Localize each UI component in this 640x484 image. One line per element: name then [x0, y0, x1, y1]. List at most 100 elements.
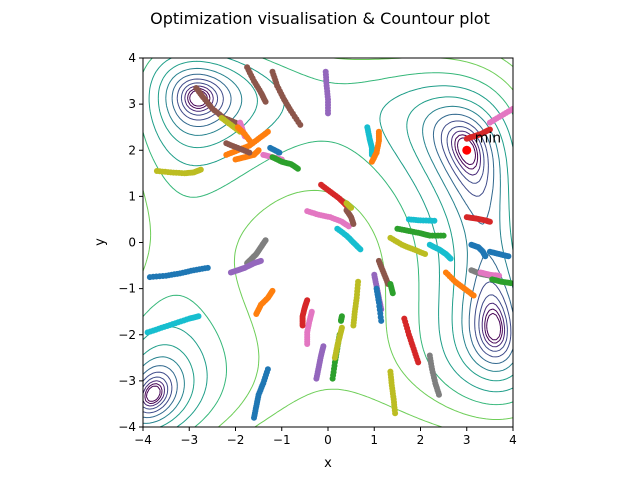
optimization-paths [144, 64, 513, 421]
path-point [246, 149, 253, 156]
path-35 [442, 269, 477, 299]
path-20 [318, 181, 350, 209]
path-7 [269, 68, 304, 128]
x-tick-label: 2 [417, 433, 425, 447]
path-point [378, 317, 385, 324]
path-30 [468, 241, 489, 260]
contour-level-0 [146, 90, 501, 402]
contour-level-11 [254, 58, 513, 427]
path-point [505, 253, 512, 260]
path-point [357, 246, 364, 253]
path-6 [244, 64, 269, 105]
path-38 [253, 287, 276, 317]
path-39 [299, 297, 311, 329]
path-34 [489, 276, 513, 287]
path-25 [394, 225, 447, 239]
path-point [297, 121, 304, 128]
path-point [507, 280, 513, 287]
path-26 [405, 216, 438, 224]
path-point [257, 257, 264, 264]
path-23 [343, 207, 357, 227]
path-8 [322, 68, 331, 117]
path-37 [227, 257, 264, 276]
path-43 [331, 324, 345, 361]
contour-level-2 [143, 85, 506, 407]
contour-level-1 [144, 87, 503, 404]
x-tick-label: 4 [509, 433, 517, 447]
path-point [269, 287, 276, 294]
path-15 [267, 144, 283, 156]
path-point [195, 313, 202, 320]
contour-level-9 [143, 58, 513, 427]
path-22 [334, 225, 364, 253]
x-axis-label: x [324, 456, 332, 471]
path-21 [304, 208, 352, 230]
path-11 [232, 147, 262, 163]
path-51 [426, 352, 442, 398]
path-point [482, 253, 489, 260]
y-tick-label: 4 [128, 51, 136, 65]
path-point [264, 128, 271, 135]
path-point [308, 308, 315, 315]
path-point [510, 105, 513, 112]
path-12 [223, 140, 253, 156]
minimum-marker-group: min [462, 130, 501, 155]
contour-level-7 [143, 60, 513, 427]
y-tick-label: −1 [118, 282, 136, 296]
path-50 [401, 315, 422, 366]
minimum-marker [462, 145, 472, 155]
y-tick-label: 2 [128, 143, 136, 157]
path-point [338, 313, 345, 320]
path-45 [338, 313, 345, 324]
path-point [325, 110, 331, 117]
x-tick-label: 1 [370, 433, 378, 447]
path-point [255, 147, 262, 154]
path-point [348, 204, 355, 211]
path-point [320, 343, 327, 350]
path-point [389, 290, 396, 297]
path-point [415, 359, 422, 366]
path-53 [251, 366, 271, 421]
y-tick-label: −4 [118, 420, 136, 434]
path-47 [373, 285, 385, 324]
path-16 [364, 124, 375, 158]
path-point [338, 324, 345, 331]
path-point [262, 237, 269, 244]
path-52 [387, 368, 399, 417]
path-1 [144, 313, 202, 336]
path-point [276, 149, 283, 156]
y-tick-label: 0 [128, 236, 136, 250]
path-point [375, 128, 382, 135]
path-17 [368, 128, 382, 165]
path-28 [426, 241, 454, 262]
path-19 [486, 105, 513, 126]
path-point [431, 217, 438, 224]
x-tick-label: −4 [134, 433, 152, 447]
path-point [447, 255, 454, 262]
minimum-label: min [475, 130, 501, 146]
path-29 [463, 214, 493, 225]
y-tick-label: −2 [118, 328, 136, 342]
path-point [262, 98, 269, 105]
x-tick-label: 0 [324, 433, 332, 447]
path-24 [343, 200, 355, 211]
contour-level-3 [143, 82, 508, 410]
contour-level-10 [143, 58, 513, 427]
x-tick-label: −1 [273, 433, 291, 447]
path-point [496, 272, 503, 279]
path-point [392, 410, 399, 417]
path-32 [477, 269, 503, 279]
chart-title: Optimization visualisation & Countour pl… [150, 9, 490, 28]
y-axis: −4 −3 −2 −1 0 1 2 3 4 [118, 51, 143, 434]
path-point [294, 165, 301, 172]
x-tick-label: −3 [180, 433, 198, 447]
x-tick-label: −2 [227, 433, 245, 447]
path-point [440, 232, 447, 239]
path-point [486, 218, 493, 225]
path-33 [486, 248, 512, 260]
path-point [470, 292, 477, 299]
path-49 [387, 281, 396, 297]
y-tick-label: −3 [118, 374, 136, 388]
contour-level-4 [143, 78, 512, 414]
